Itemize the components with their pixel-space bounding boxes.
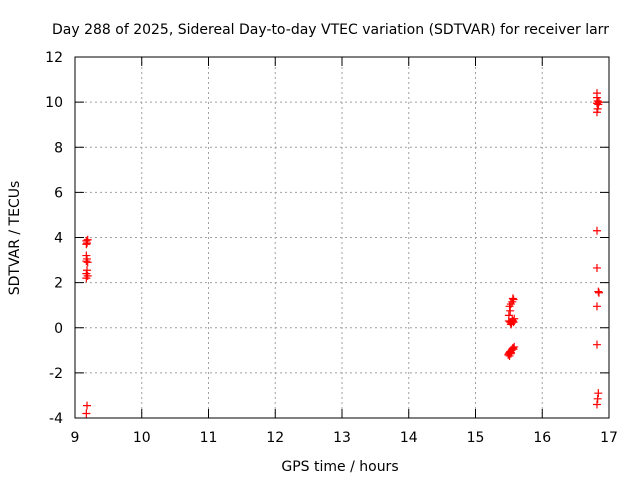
x-tick-labels: 9 10 11 12 13 14 15 16 17 bbox=[71, 430, 618, 446]
x-tick-label: 17 bbox=[600, 430, 618, 446]
y-tick-label: 0 bbox=[54, 321, 63, 337]
x-axis-label: GPS time / hours bbox=[281, 459, 398, 475]
data-point bbox=[82, 240, 91, 249]
data-point bbox=[83, 401, 92, 410]
data-point bbox=[508, 294, 517, 303]
grid bbox=[74, 56, 610, 419]
x-tick-label: 12 bbox=[266, 430, 284, 446]
chart-title: Day 288 of 2025, Sidereal Day-to-day VTE… bbox=[52, 22, 609, 38]
data-point bbox=[510, 314, 519, 323]
y-axis-label: SDTVAR / TECUs bbox=[7, 181, 23, 296]
data-point bbox=[592, 302, 601, 311]
x-tick-label: 11 bbox=[200, 430, 218, 446]
data-point bbox=[83, 266, 92, 275]
x-tick-label: 10 bbox=[133, 430, 151, 446]
y-tick-label: 6 bbox=[54, 185, 63, 201]
x-tick-label: 14 bbox=[400, 430, 418, 446]
data-point bbox=[506, 349, 515, 358]
data-point bbox=[593, 394, 602, 403]
data-point bbox=[83, 258, 92, 267]
data-point bbox=[506, 306, 515, 315]
x-tick-label: 16 bbox=[533, 430, 551, 446]
x-tick-label: 9 bbox=[71, 430, 80, 446]
data-point bbox=[83, 235, 92, 244]
data-points bbox=[82, 89, 603, 418]
data-point bbox=[594, 288, 603, 297]
data-point bbox=[592, 226, 601, 235]
x-tick-label: 13 bbox=[333, 430, 351, 446]
y-tick-label: -4 bbox=[49, 411, 63, 427]
y-tick-label: 12 bbox=[45, 50, 63, 66]
y-tick-label: 2 bbox=[54, 276, 63, 292]
y-tick-label: 10 bbox=[45, 95, 63, 111]
y-tick-label: 8 bbox=[54, 140, 63, 156]
data-point bbox=[594, 389, 603, 398]
data-point bbox=[82, 274, 91, 283]
data-point bbox=[508, 344, 517, 353]
data-point bbox=[592, 340, 601, 349]
data-point bbox=[592, 400, 601, 409]
data-point bbox=[592, 263, 601, 272]
data-point bbox=[510, 342, 519, 351]
data-point bbox=[592, 108, 601, 117]
x-tick-label: 15 bbox=[467, 430, 485, 446]
data-point bbox=[82, 257, 91, 266]
data-point bbox=[594, 98, 603, 107]
data-point bbox=[83, 239, 92, 248]
data-point bbox=[593, 104, 602, 113]
y-tick-label: -2 bbox=[49, 366, 63, 382]
data-point bbox=[509, 318, 518, 327]
plot-frame bbox=[74, 56, 610, 419]
data-point bbox=[508, 297, 517, 306]
y-tick-labels: -4 -2 0 2 4 6 8 10 12 bbox=[45, 50, 63, 427]
y-tick-label: 4 bbox=[54, 231, 63, 247]
data-point bbox=[592, 99, 601, 108]
data-point bbox=[594, 287, 603, 296]
data-point bbox=[82, 409, 91, 418]
